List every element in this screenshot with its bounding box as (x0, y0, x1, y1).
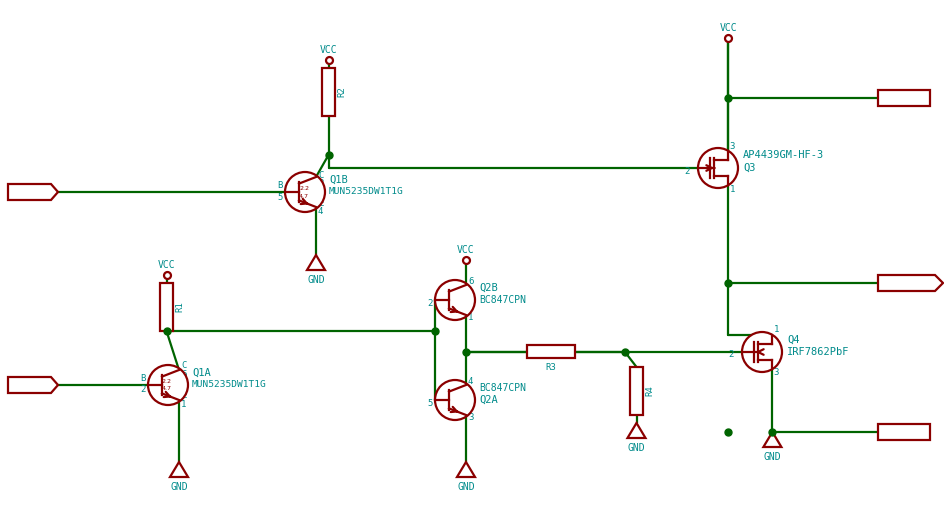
Polygon shape (170, 462, 188, 477)
Circle shape (698, 148, 737, 188)
Text: E: E (181, 391, 186, 401)
Text: BC847CPN: BC847CPN (479, 295, 526, 305)
Text: GND: GND (627, 443, 645, 453)
Bar (630, 367, 642, 415)
Text: 4.7: 4.7 (298, 193, 309, 199)
Circle shape (285, 172, 325, 212)
Text: 4: 4 (318, 207, 323, 217)
Polygon shape (8, 377, 58, 393)
Text: R4: R4 (645, 386, 653, 396)
Text: 270: 270 (324, 84, 332, 100)
Text: C: C (181, 362, 186, 370)
Polygon shape (763, 432, 781, 447)
Text: Q1A: Q1A (192, 368, 211, 378)
Text: 4.7: 4.7 (161, 387, 172, 391)
Text: B: B (141, 375, 145, 383)
Polygon shape (307, 255, 325, 270)
Text: GND: GND (457, 482, 474, 492)
Circle shape (148, 365, 188, 405)
Text: 10K: 10K (632, 383, 640, 399)
Text: LOAD: LOAD (897, 278, 921, 288)
Text: Q2B: Q2B (479, 283, 497, 293)
Text: 10K: 10K (161, 299, 171, 315)
Text: 2: 2 (141, 386, 145, 394)
Text: Q3: Q3 (742, 163, 754, 173)
Text: AP4439GM-HF-3: AP4439GM-HF-3 (742, 150, 823, 160)
Text: 2: 2 (728, 351, 733, 359)
Text: MUN5235DW1T1G: MUN5235DW1T1G (192, 380, 266, 390)
Text: 2: 2 (683, 167, 689, 176)
Text: VCC: VCC (158, 260, 176, 270)
Text: 100: 100 (543, 347, 559, 356)
Text: BATT+: BATT+ (887, 93, 919, 103)
Text: 3: 3 (729, 142, 734, 151)
Text: 2.2: 2.2 (161, 379, 172, 384)
Text: 6: 6 (467, 278, 473, 287)
Polygon shape (877, 90, 929, 106)
Text: GND: GND (763, 452, 781, 462)
Text: VCC: VCC (718, 23, 736, 33)
Polygon shape (877, 424, 929, 440)
Text: 4: 4 (467, 378, 473, 387)
Text: E: E (318, 199, 323, 207)
Text: 1: 1 (729, 184, 734, 193)
Text: Q2A: Q2A (479, 395, 497, 405)
Text: R2: R2 (337, 86, 346, 97)
Bar (527, 345, 574, 358)
Text: 1: 1 (772, 326, 778, 334)
Text: 1: 1 (467, 314, 473, 322)
Text: 3: 3 (318, 179, 323, 188)
Circle shape (741, 332, 782, 372)
Text: 6: 6 (181, 370, 186, 379)
Text: 2.2: 2.2 (298, 186, 309, 191)
Text: IRF7862PbF: IRF7862PbF (786, 347, 849, 357)
Text: MUN5235DW1T1G: MUN5235DW1T1G (329, 188, 403, 196)
Bar (322, 68, 334, 116)
Text: 1: 1 (181, 401, 186, 410)
Polygon shape (8, 184, 58, 200)
Text: 3: 3 (467, 414, 473, 423)
Bar (160, 283, 173, 331)
Text: PWMH: PWMH (18, 187, 42, 197)
Text: 5: 5 (428, 400, 432, 408)
Circle shape (434, 280, 475, 320)
Circle shape (434, 380, 475, 420)
Text: C: C (318, 170, 323, 180)
Text: VCC: VCC (319, 45, 337, 55)
Text: BATT-: BATT- (887, 427, 919, 437)
Text: 3: 3 (772, 368, 778, 378)
Text: Q1B: Q1B (329, 175, 347, 185)
Text: R1: R1 (175, 302, 184, 313)
Polygon shape (457, 462, 475, 477)
Text: R3: R3 (545, 363, 556, 372)
Text: GND: GND (307, 275, 325, 285)
Polygon shape (627, 423, 645, 438)
Text: BC847CPN: BC847CPN (479, 383, 526, 393)
Text: GND: GND (170, 482, 188, 492)
Text: VCC: VCC (457, 245, 474, 255)
Text: 2: 2 (428, 300, 432, 308)
Text: B: B (278, 181, 282, 191)
Text: Q4: Q4 (786, 335, 799, 345)
Polygon shape (877, 275, 942, 291)
Text: 5: 5 (278, 192, 282, 202)
Text: PWML: PWML (18, 380, 42, 390)
